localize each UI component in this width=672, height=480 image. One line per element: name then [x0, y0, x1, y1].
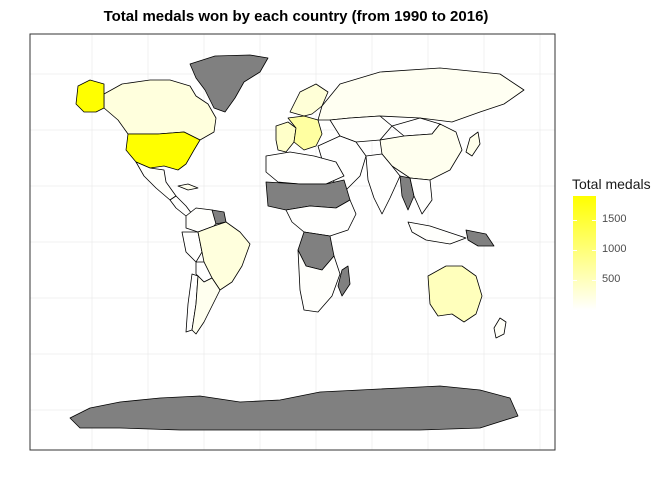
legend-colorbar: [573, 196, 596, 310]
region-peru: [181, 231, 203, 263]
region-united-states: [125, 131, 201, 171]
region-europe-west: [275, 121, 297, 153]
region-southern-africa: [297, 249, 341, 313]
region-madagascar: [337, 265, 351, 297]
map-title: Total medals won by each country (from 1…: [103, 8, 489, 25]
legend-title: Total medals: [572, 176, 651, 192]
region-papua-new-guinea: [465, 229, 495, 247]
legend-tick-mark: [573, 250, 577, 251]
region-indonesia: [407, 221, 467, 245]
legend-tick: 500: [602, 273, 621, 285]
region-cuba: [177, 183, 199, 191]
legend-tick-mark: [573, 280, 577, 281]
region-europe-central: [287, 115, 323, 151]
region-argentina: [191, 275, 221, 335]
legend-tick-mark: [573, 220, 577, 221]
region-sahel: [265, 179, 351, 211]
legend-tick-mark: [592, 220, 596, 221]
region-australia: [427, 265, 483, 323]
region-southeast-asia: [409, 177, 433, 215]
region-north-africa: [265, 151, 345, 185]
legend-tick: 1000: [602, 243, 627, 255]
region-japan: [465, 131, 481, 157]
region-alaska: [75, 79, 105, 113]
region-myanmar: [399, 175, 415, 211]
region-central-africa: [285, 199, 357, 237]
region-canada: [103, 79, 217, 141]
countries: [69, 54, 525, 431]
legend-tick-mark: [592, 280, 596, 281]
region-antarctica: [69, 385, 519, 431]
panel-border: [29, 33, 556, 451]
legend-tick: 1500: [602, 213, 627, 225]
region-india: [365, 153, 401, 215]
region-scandinavia: [289, 83, 329, 117]
region-new-zealand: [493, 317, 507, 339]
legend-tick-mark: [592, 250, 596, 251]
region-brazil: [197, 221, 251, 291]
region-greenland: [189, 54, 269, 113]
